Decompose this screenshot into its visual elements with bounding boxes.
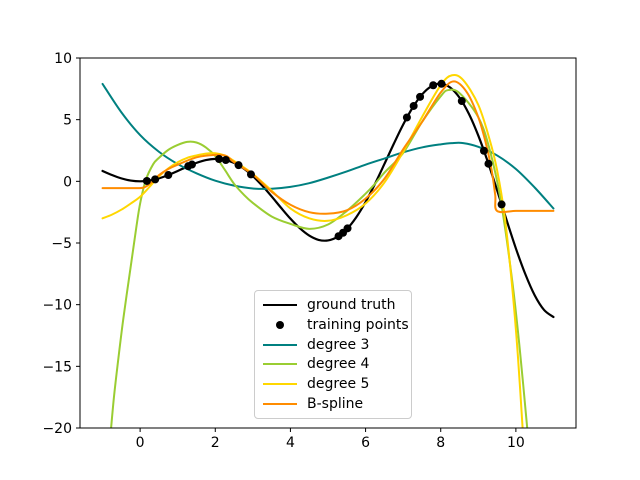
legend-label-training-points: training points (307, 316, 409, 333)
training-point (479, 146, 488, 155)
y-tick-label: −15 (42, 359, 72, 375)
legend-label-b-spline: B-spline (307, 396, 364, 413)
training-point (402, 113, 411, 122)
training-point (234, 161, 243, 170)
series-ground-truth (101, 82, 555, 319)
x-tick-label: 6 (361, 435, 370, 451)
y-tick-label: 5 (63, 113, 72, 129)
dot-icon (276, 320, 284, 329)
legend-item-training-points: training points (263, 315, 409, 335)
legend-line-marker (263, 303, 297, 306)
legend-item-degree-4: degree 4 (263, 354, 403, 374)
line-icon (263, 363, 297, 366)
y-tick-label: 0 (63, 174, 72, 190)
y-tick-label: −20 (42, 421, 72, 437)
training-point (142, 176, 151, 185)
legend-item-ground-truth: ground truth (263, 295, 403, 315)
training-point (187, 160, 196, 169)
data-layer (101, 73, 555, 428)
y-tick-label: 10 (54, 51, 72, 67)
legend-item-b-spline: B-spline (263, 394, 403, 414)
training-point (164, 171, 173, 180)
legend-line-marker (263, 383, 297, 386)
training-point (437, 79, 446, 88)
training-point (409, 101, 418, 110)
legend-dot-marker (263, 320, 297, 329)
axes-frame (79, 57, 577, 429)
legend-label-degree-4: degree 4 (307, 356, 370, 373)
training-point (497, 200, 506, 209)
legend-line-marker (263, 343, 297, 346)
training-point (416, 92, 425, 101)
training-point (343, 224, 352, 233)
legend-item-degree-3: degree 3 (263, 335, 403, 355)
training-point (429, 81, 438, 90)
training-point (151, 175, 160, 184)
y-tick-label: −10 (42, 298, 72, 314)
x-tick-label: 8 (436, 435, 445, 451)
line-icon (263, 303, 297, 306)
training-points (142, 79, 506, 241)
line-icon (263, 343, 297, 346)
legend-line-marker (263, 403, 297, 406)
legend-label-degree-3: degree 3 (307, 336, 370, 353)
training-point (215, 155, 224, 164)
training-point (457, 97, 466, 106)
training-point (246, 170, 255, 179)
training-point (484, 159, 493, 168)
y-tick-label: −5 (51, 236, 72, 252)
x-tick-label: 4 (286, 435, 295, 451)
legend: ground truth training points degree 3 degre… (254, 290, 412, 419)
line-icon (263, 403, 297, 406)
x-tick-label: 10 (507, 435, 525, 451)
x-tick-label: 2 (211, 435, 220, 451)
legend-label-ground-truth: ground truth (307, 296, 396, 313)
legend-label-degree-5: degree 5 (307, 376, 370, 393)
legend-line-marker (263, 363, 297, 366)
x-tick-label: 0 (136, 435, 145, 451)
line-icon (263, 383, 297, 386)
legend-item-degree-5: degree 5 (263, 374, 403, 394)
training-point (221, 156, 230, 164)
